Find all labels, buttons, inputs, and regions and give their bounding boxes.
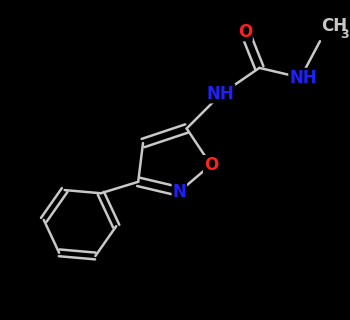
Text: N: N bbox=[173, 182, 186, 201]
Text: NH: NH bbox=[207, 84, 235, 103]
Text: O: O bbox=[238, 22, 252, 41]
Text: 3: 3 bbox=[340, 28, 349, 41]
Text: O: O bbox=[204, 156, 218, 174]
Text: CH: CH bbox=[321, 17, 347, 36]
Text: NH: NH bbox=[289, 68, 317, 87]
